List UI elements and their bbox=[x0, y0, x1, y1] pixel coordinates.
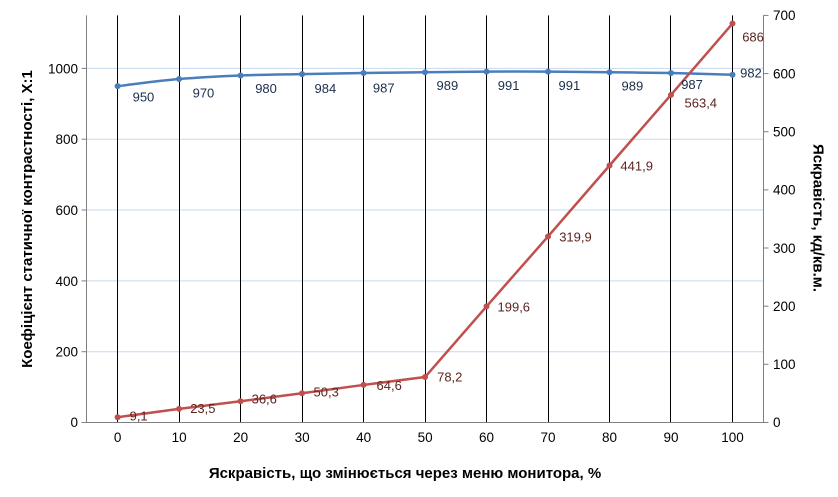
svg-text:987: 987 bbox=[373, 81, 395, 96]
svg-text:991: 991 bbox=[498, 78, 520, 93]
svg-text:984: 984 bbox=[315, 81, 337, 96]
svg-text:20: 20 bbox=[233, 430, 248, 445]
svg-text:980: 980 bbox=[255, 81, 277, 96]
svg-text:200: 200 bbox=[55, 345, 78, 360]
svg-text:30: 30 bbox=[295, 430, 310, 445]
svg-text:64,6: 64,6 bbox=[377, 378, 402, 393]
svg-text:40: 40 bbox=[356, 430, 371, 445]
svg-text:80: 80 bbox=[602, 430, 617, 445]
svg-text:199,6: 199,6 bbox=[498, 300, 531, 315]
svg-text:991: 991 bbox=[559, 78, 581, 93]
svg-text:100: 100 bbox=[721, 430, 744, 445]
svg-text:800: 800 bbox=[55, 132, 78, 147]
svg-text:90: 90 bbox=[663, 430, 678, 445]
svg-text:50: 50 bbox=[418, 430, 433, 445]
svg-text:100: 100 bbox=[773, 357, 796, 372]
svg-text:0: 0 bbox=[114, 430, 122, 445]
svg-text:600: 600 bbox=[55, 203, 78, 218]
svg-text:700: 700 bbox=[773, 8, 796, 23]
svg-text:36,6: 36,6 bbox=[252, 391, 277, 406]
svg-text:78,2: 78,2 bbox=[437, 370, 462, 385]
svg-text:70: 70 bbox=[540, 430, 555, 445]
svg-text:982: 982 bbox=[740, 66, 762, 81]
svg-text:9,1: 9,1 bbox=[130, 409, 148, 424]
svg-text:500: 500 bbox=[773, 125, 796, 140]
svg-text:0: 0 bbox=[773, 415, 781, 430]
svg-text:987: 987 bbox=[681, 77, 703, 92]
svg-text:Яскравість, що змінюється чере: Яскравість, що змінюється через меню мон… bbox=[209, 465, 601, 482]
svg-text:1000: 1000 bbox=[48, 61, 78, 76]
svg-text:0: 0 bbox=[70, 415, 78, 430]
svg-text:686: 686 bbox=[742, 29, 764, 44]
svg-text:600: 600 bbox=[773, 66, 796, 81]
svg-text:10: 10 bbox=[172, 430, 187, 445]
svg-text:319,9: 319,9 bbox=[559, 229, 592, 244]
svg-text:400: 400 bbox=[773, 183, 796, 198]
svg-text:970: 970 bbox=[193, 86, 215, 101]
svg-text:989: 989 bbox=[437, 78, 459, 93]
svg-text:23,5: 23,5 bbox=[190, 401, 215, 416]
svg-text:60: 60 bbox=[479, 430, 494, 445]
svg-text:50,3: 50,3 bbox=[314, 385, 339, 400]
svg-text:Коефіцієнт статичної контрастн: Коефіцієнт статичної контрастності, Х:1 bbox=[19, 70, 36, 368]
svg-text:200: 200 bbox=[773, 299, 796, 314]
svg-text:400: 400 bbox=[55, 274, 78, 289]
svg-text:989: 989 bbox=[622, 79, 644, 94]
svg-text:441,9: 441,9 bbox=[620, 159, 653, 174]
svg-text:950: 950 bbox=[133, 90, 155, 105]
svg-text:563,4: 563,4 bbox=[685, 96, 718, 111]
svg-text:300: 300 bbox=[773, 241, 796, 256]
svg-text:Яскравість, кд/кв.м.: Яскравість, кд/кв.м. bbox=[810, 144, 827, 292]
